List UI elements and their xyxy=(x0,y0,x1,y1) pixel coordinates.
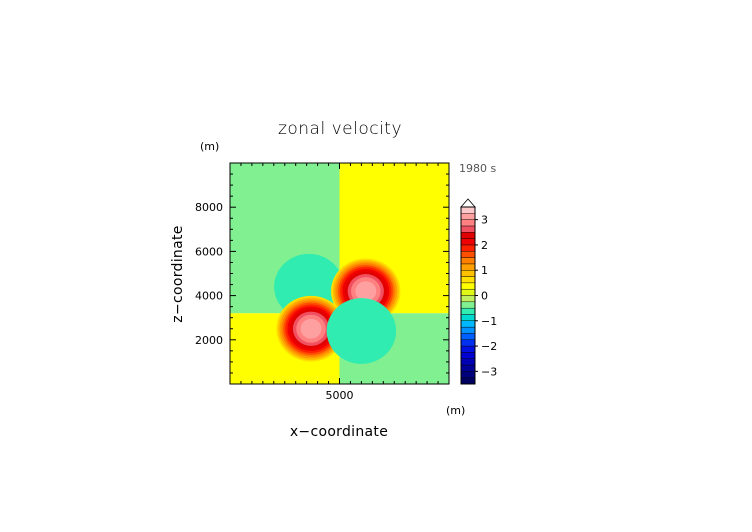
colorbar-swatch xyxy=(460,232,476,239)
colorbar-swatch xyxy=(460,257,476,265)
colorbar-swatch xyxy=(460,282,476,290)
y-unit-label: (m) xyxy=(200,140,219,153)
colorbar-tick-label: 2 xyxy=(481,239,488,252)
colorbar-tick-label: 3 xyxy=(481,214,488,227)
colorbar-swatch xyxy=(460,339,476,347)
colorbar-swatch xyxy=(460,301,476,309)
y-tick-label: 2000 xyxy=(195,334,223,347)
y-axis: 2000 4000 6000 8000 xyxy=(195,162,449,385)
colorbar-swatch xyxy=(460,225,476,233)
y-tick-label: 8000 xyxy=(195,201,223,214)
colorbar-extend-arrow xyxy=(460,198,476,208)
y-tick-label: 6000 xyxy=(195,245,223,258)
x-axis: 5000 xyxy=(229,163,450,402)
colorbar-swatch xyxy=(460,213,476,220)
negative-lobe xyxy=(326,298,397,364)
contour-band xyxy=(326,298,397,364)
colorbar-swatch xyxy=(460,219,476,227)
contour-band xyxy=(300,318,322,339)
colorbar-swatch xyxy=(460,352,476,359)
colorbar-swatch xyxy=(460,206,476,214)
colorbar-tick-label: −1 xyxy=(481,315,497,328)
colorbar-tick-label: −3 xyxy=(481,365,497,378)
positive-lobe xyxy=(276,295,346,362)
colorbar-swatch xyxy=(460,276,476,284)
time-label: 1980 s xyxy=(459,162,496,175)
colorbar-swatch xyxy=(460,263,476,271)
colorbar-swatch xyxy=(460,307,476,315)
colorbar-swatch xyxy=(460,244,476,252)
x-unit-label: (m) xyxy=(446,404,465,417)
colorbar: −3 −2 −1 0 1 2 3 xyxy=(460,198,497,385)
colorbar-swatch xyxy=(460,377,476,385)
chart-title: zonal velocity xyxy=(278,119,402,139)
colorbar-swatch xyxy=(460,345,476,353)
colorbar-swatch xyxy=(460,364,476,372)
colorbar-swatch xyxy=(460,270,476,277)
colorbar-swatch xyxy=(460,251,476,258)
colorbar-swatch xyxy=(460,295,476,303)
y-tick-label: 4000 xyxy=(195,290,223,303)
colorbar-swatch xyxy=(460,320,476,328)
contour-band xyxy=(355,281,377,302)
colorbar-swatch xyxy=(460,314,476,321)
colorbar-swatch xyxy=(460,238,476,246)
contour-field xyxy=(230,163,449,384)
colorbar-swatch xyxy=(460,358,476,366)
colorbar-tick-label: 1 xyxy=(481,264,488,277)
colorbar-tick-label: −2 xyxy=(481,340,497,353)
y-axis-label: z−coordinate xyxy=(170,225,186,322)
x-axis-label: x−coordinate xyxy=(290,424,388,440)
colorbar-swatch xyxy=(460,333,476,340)
colorbar-swatch xyxy=(460,326,476,334)
x-tick-label: 5000 xyxy=(326,389,354,402)
colorbar-swatch xyxy=(460,288,476,296)
colorbar-tick-label: 0 xyxy=(481,290,488,303)
colorbar-swatch xyxy=(460,371,476,378)
